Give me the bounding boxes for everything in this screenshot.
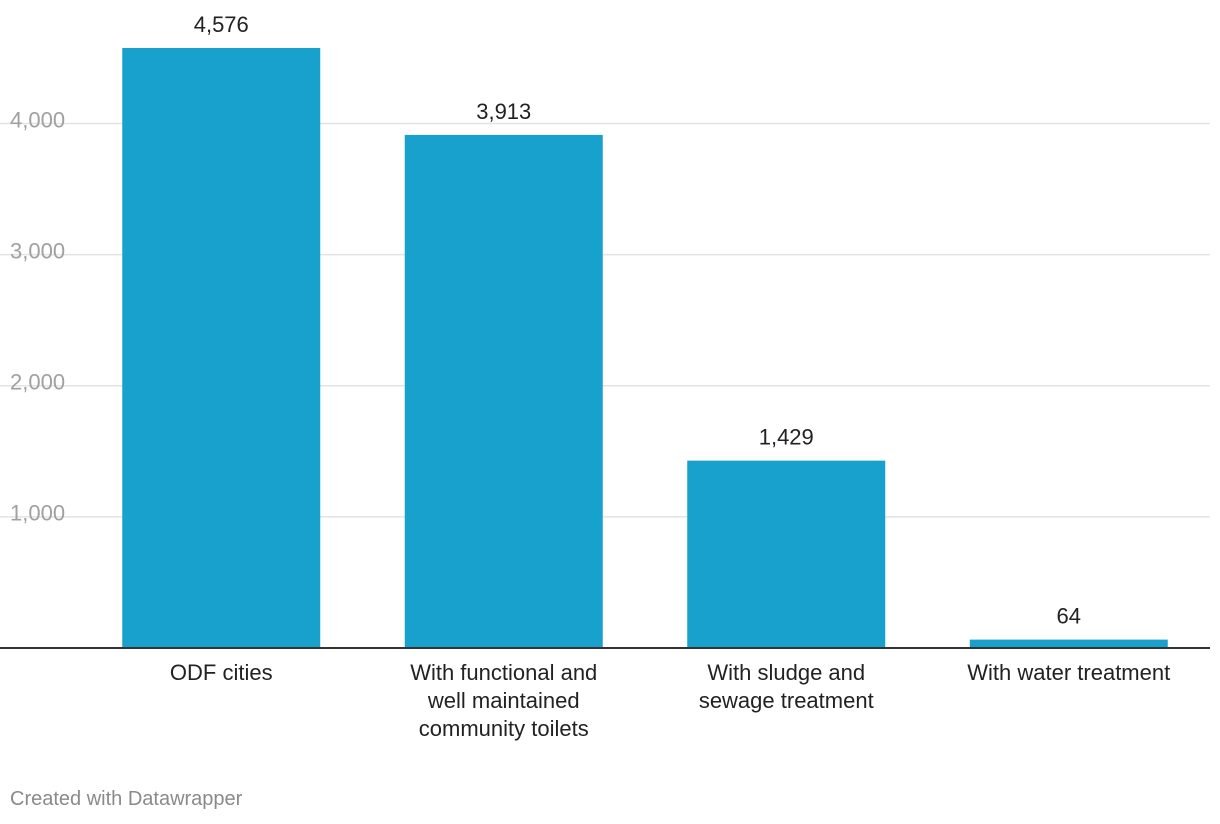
bar [404, 134, 603, 648]
y-tick-label: 3,000 [10, 238, 65, 263]
category-label: ODF cities [170, 660, 273, 685]
category-label: With water treatment [967, 660, 1170, 685]
bar-value-label: 4,576 [194, 12, 249, 37]
bar [969, 639, 1168, 648]
bar-value-label: 1,429 [759, 425, 814, 450]
y-tick-label: 1,000 [10, 501, 65, 526]
bar-chart: 1,000 2,000 3,000 4,000 4,576 3,913 1,429 64 O… [0, 12, 1210, 741]
value-labels: 4,576 3,913 1,429 64 [194, 12, 1081, 629]
bar [122, 48, 321, 648]
bar [687, 460, 886, 648]
y-axis-ticks: 1,000 2,000 3,000 4,000 [10, 107, 65, 525]
bars [122, 48, 1168, 648]
bar-value-label: 3,913 [476, 99, 531, 124]
y-tick-label: 2,000 [10, 370, 65, 395]
bar-value-label: 64 [1057, 604, 1081, 629]
category-label: With functional and well maintained commun… [410, 660, 597, 741]
category-label: With sludge and sewage treatment [699, 660, 874, 713]
datawrapper-credit: Created with Datawrapper [10, 788, 243, 810]
y-tick-label: 4,000 [10, 107, 65, 132]
category-labels: ODF cities With functional and well mainta… [170, 660, 1170, 741]
